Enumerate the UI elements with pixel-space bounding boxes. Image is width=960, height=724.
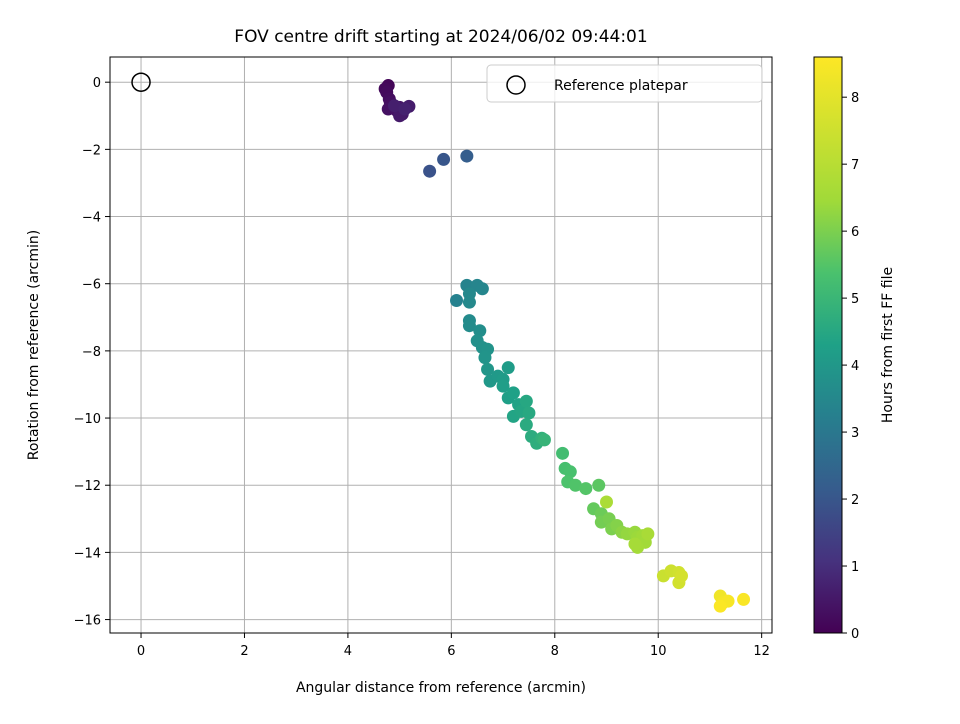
data-point: [628, 537, 642, 551]
data-point: [641, 527, 655, 541]
x-tick-label: 10: [650, 644, 667, 659]
y-axis-label: Rotation from reference (arcmin): [26, 230, 42, 460]
colorbar-label: Hours from first FF file: [880, 267, 896, 423]
data-point: [737, 592, 751, 606]
data-point: [462, 295, 476, 309]
y-tick-label: −8: [82, 345, 101, 360]
colorbar-tick-label: 8: [851, 91, 859, 106]
data-point: [568, 478, 582, 492]
data-point: [398, 102, 412, 116]
legend-marker-icon: [506, 75, 526, 95]
data-point: [556, 446, 570, 460]
colorbar-gradient: [813, 56, 843, 634]
data-point: [600, 495, 613, 509]
data-point: [450, 293, 464, 307]
data-points: [378, 79, 751, 613]
colorbar-tick-label: 2: [851, 493, 859, 508]
x-tick-label: 2: [240, 644, 248, 659]
data-point: [592, 478, 606, 492]
reference-point: [131, 72, 151, 92]
data-point: [475, 282, 489, 296]
x-tick-label: 8: [551, 644, 559, 659]
data-point: [387, 99, 401, 113]
y-tick-label: −16: [74, 614, 101, 629]
data-point: [713, 599, 727, 613]
colorbar-tick-label: 1: [851, 560, 859, 575]
y-tick-label: −6: [82, 278, 101, 293]
x-axis-label: Angular distance from reference (arcmin): [296, 680, 586, 696]
data-point: [437, 152, 451, 166]
data-point: [501, 361, 515, 375]
data-point: [519, 418, 533, 432]
colorbar-ticks: 0 1 2 3 4 5 6 7 8: [842, 91, 859, 642]
x-tick-label: 0: [137, 644, 145, 659]
x-tick-label: 6: [447, 644, 455, 659]
data-point: [473, 324, 487, 338]
data-point: [519, 394, 533, 408]
legend-box: [486, 64, 763, 103]
y-tick-label: −12: [74, 479, 101, 494]
plot-frame: [109, 56, 773, 634]
data-point: [563, 465, 577, 479]
data-point: [481, 362, 495, 376]
colorbar-tick-label: 6: [851, 225, 859, 240]
x-tick-label: 4: [344, 644, 352, 659]
data-point: [579, 482, 593, 496]
y-tick-label: −4: [82, 211, 101, 226]
colorbar-tick-label: 7: [851, 158, 859, 173]
colorbar: 0 1 2 3 4 5 6 7 8 Hours from first FF file: [813, 56, 896, 642]
y-tick-label: −14: [74, 546, 101, 561]
reference-marker: [131, 72, 151, 92]
colorbar-tick-label: 5: [851, 292, 859, 307]
y-tick-label: 0: [93, 76, 101, 91]
y-tick-label: −10: [74, 412, 101, 427]
legend-label: Reference platepar: [554, 78, 688, 94]
legend: Reference platepar: [486, 64, 763, 103]
grid-lines: [110, 57, 772, 633]
colorbar-tick-label: 4: [851, 359, 859, 374]
data-point: [478, 351, 492, 365]
colorbar-tick-label: 0: [851, 627, 859, 642]
data-point: [460, 149, 474, 163]
y-tick-label: −2: [82, 143, 101, 158]
data-point: [462, 319, 476, 333]
chart-title: FOV centre drift starting at 2024/06/02 …: [234, 27, 647, 47]
data-point: [522, 406, 536, 420]
colorbar-tick-label: 3: [851, 426, 859, 441]
data-point: [537, 433, 551, 447]
data-point: [506, 386, 520, 400]
data-point: [496, 379, 510, 393]
data-point: [423, 164, 437, 178]
axis-ticks: 0 2 4 6 8 10 12 0 −2 −4 −6 −8 −10 −12 −14 −16: [74, 76, 770, 659]
data-point: [674, 569, 688, 583]
x-tick-label: 12: [753, 644, 770, 659]
